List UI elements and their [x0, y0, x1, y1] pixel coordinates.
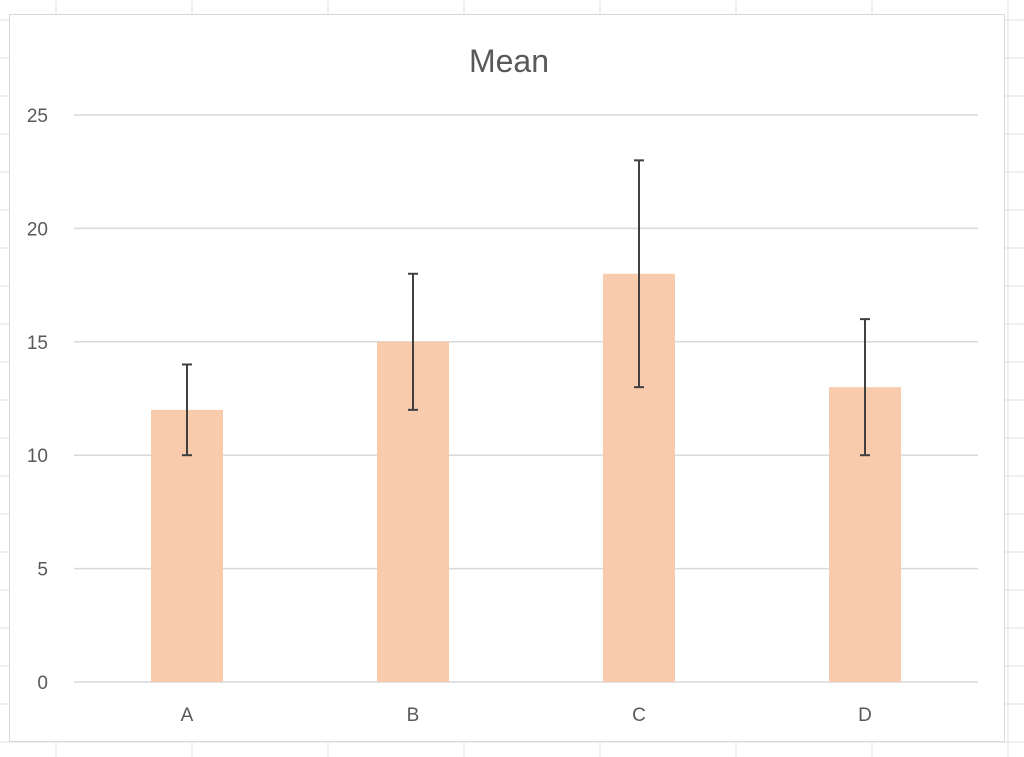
bars	[151, 273, 901, 682]
x-tick-label: A	[181, 705, 194, 726]
x-tick-label: D	[858, 705, 872, 726]
y-tick-label: 20	[27, 219, 48, 240]
gridlines	[74, 114, 978, 683]
chart-title: Mean	[469, 43, 549, 79]
y-tick-label: 0	[37, 673, 48, 694]
y-tick-label: 10	[27, 446, 48, 467]
y-axis-tick-labels: 0 5 10 15 20 25	[27, 106, 48, 694]
error-bars	[182, 159, 870, 457]
bar-chart: Mean 0 5 10 15 20 25 A B C D	[27, 43, 978, 726]
x-tick-label: B	[407, 705, 420, 726]
y-tick-label: 25	[27, 106, 48, 127]
y-tick-label: 15	[27, 333, 48, 354]
x-tick-label: C	[632, 705, 646, 726]
x-axis-tick-labels: A B C D	[181, 705, 872, 726]
y-tick-label: 5	[37, 560, 48, 581]
chart-area[interactable]: Mean 0 5 10 15 20 25 A B C D	[9, 14, 1005, 742]
